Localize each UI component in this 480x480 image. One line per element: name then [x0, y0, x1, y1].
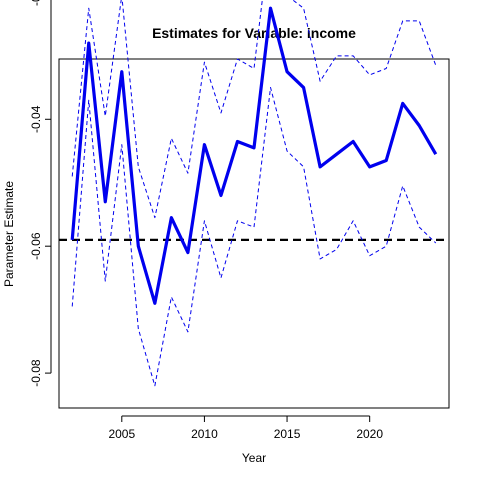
y-axis-label: Parameter Estimate: [2, 181, 16, 287]
plot-area: [59, 0, 449, 387]
x-tick-label: 2010: [191, 427, 218, 441]
x-tick-label: 2005: [108, 427, 135, 441]
x-tick-label: 2020: [356, 427, 383, 441]
x-axis-label: Year: [242, 451, 266, 465]
estimate-series-line: [70, 6, 438, 305]
chart-title: Estimates for Variable: income: [152, 25, 356, 41]
upper-bound-line: [71, 0, 437, 219]
x-tick-label: 2015: [274, 427, 301, 441]
plot-frame: [58, 58, 450, 409]
y-tick-label: -0.02: [29, 0, 43, 6]
y-tick-label: -0.04: [29, 105, 43, 133]
x-axis: 2005 2010 2015 2020: [108, 415, 383, 441]
y-tick-label: -0.08: [29, 359, 43, 387]
y-tick-label: -0.06: [29, 232, 43, 260]
y-axis: -0.08 -0.06 -0.04 -0.02: [29, 0, 52, 387]
